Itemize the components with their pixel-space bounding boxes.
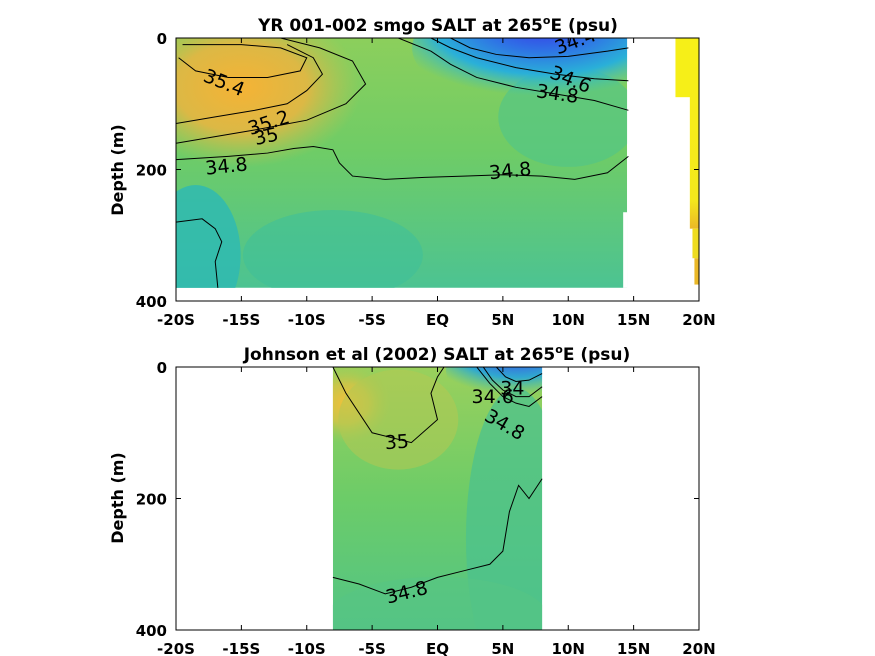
top-x-tick-label: -20S	[157, 311, 195, 329]
top-x-tick-label: -5S	[358, 311, 385, 329]
top-y-axis-label: Depth (m)	[108, 124, 127, 216]
top-right-strip-lower	[692, 228, 699, 259]
bottom-y-axis-label: Depth (m)	[108, 452, 127, 544]
bottom-y-tick-label: 200	[136, 491, 167, 509]
bottom-warm-patch	[338, 369, 459, 470]
bottom-y-tick-label: 400	[136, 622, 167, 640]
bottom-x-tick-label: 20N	[682, 640, 715, 656]
top-contour-label: 34.8	[204, 153, 248, 179]
bottom-x-tick-label: 15N	[617, 640, 650, 656]
top-x-tick-label: 10N	[552, 311, 585, 329]
bottom-y-tick-label: 0	[157, 359, 167, 377]
bottom-x-tick-label: 5N	[491, 640, 514, 656]
top-x-tick-label: -15S	[222, 311, 260, 329]
bottom-x-tick-label: EQ	[426, 640, 449, 656]
top-x-tick-label: 5N	[491, 311, 514, 329]
bottom-contour-line	[332, 478, 543, 595]
bottom-contour-line	[482, 367, 543, 398]
top-missing-data-mask-2	[623, 212, 628, 288]
top-y-tick-label: 400	[136, 293, 167, 311]
top-contour-line	[176, 38, 367, 144]
top-right-strip	[689, 38, 699, 229]
top-y-tick-label: 200	[136, 162, 167, 180]
bottom-contour-line	[476, 367, 543, 407]
bottom-axes: -20S -15S -10S -5S EQ 5N 10N 15N 20N 0 200 400	[136, 359, 716, 656]
top-contour-line	[430, 38, 629, 82]
top-contour-line	[450, 38, 629, 59]
top-x-tick-label: EQ	[426, 311, 449, 329]
bottom-contour-label: 34.6	[471, 386, 513, 408]
top-deep-patch	[242, 209, 423, 288]
top-deep-fresh-patch	[176, 184, 241, 288]
top-right-strip-bottom	[694, 258, 699, 285]
bottom-contour-label: 34	[500, 378, 524, 400]
top-contour-line	[398, 38, 629, 111]
top-contour-label: 35	[252, 124, 280, 151]
top-contour-line	[178, 44, 308, 78]
bottom-contour-line	[332, 367, 445, 444]
bottom-east-fresh-patch	[465, 387, 543, 630]
bottom-panel: Johnson et al (2002) SALT at 265oE (psu)…	[108, 343, 716, 656]
top-contour-line	[176, 44, 324, 124]
top-contour-label: 34.8	[488, 158, 532, 184]
top-x-tick-label: -10S	[288, 311, 326, 329]
bottom-x-tick-label: 10N	[552, 640, 585, 656]
bottom-contour-line	[495, 367, 543, 382]
bottom-title: Johnson et al (2002) SALT at 265oE (psu)	[243, 343, 631, 365]
bottom-contour-label: 35	[384, 431, 410, 455]
top-x-tick-label: 15N	[617, 311, 650, 329]
bottom-surface-fresh-water	[445, 367, 543, 411]
top-contour-line	[176, 145, 629, 180]
bottom-x-tick-label: -10S	[288, 640, 326, 656]
top-contour-line	[176, 218, 223, 288]
top-y-tick-label: 0	[157, 30, 167, 48]
top-title: YR 001-002 smgo SALT at 265oE (psu)	[257, 14, 618, 36]
bottom-salinity-field	[176, 367, 699, 630]
top-axes: -20S -15S -10S -5S EQ 5N 10N 15N 20N 0 200 400	[136, 30, 716, 329]
bottom-x-tick-label: -20S	[157, 640, 195, 656]
top-panel: YR 001-002 smgo SALT at 265oE (psu) 35.4…	[108, 14, 716, 329]
top-x-tick-label: 20N	[682, 311, 715, 329]
bottom-deep-patch	[332, 576, 543, 630]
bottom-x-tick-label: -15S	[222, 640, 260, 656]
bottom-x-tick-label: -5S	[358, 640, 385, 656]
